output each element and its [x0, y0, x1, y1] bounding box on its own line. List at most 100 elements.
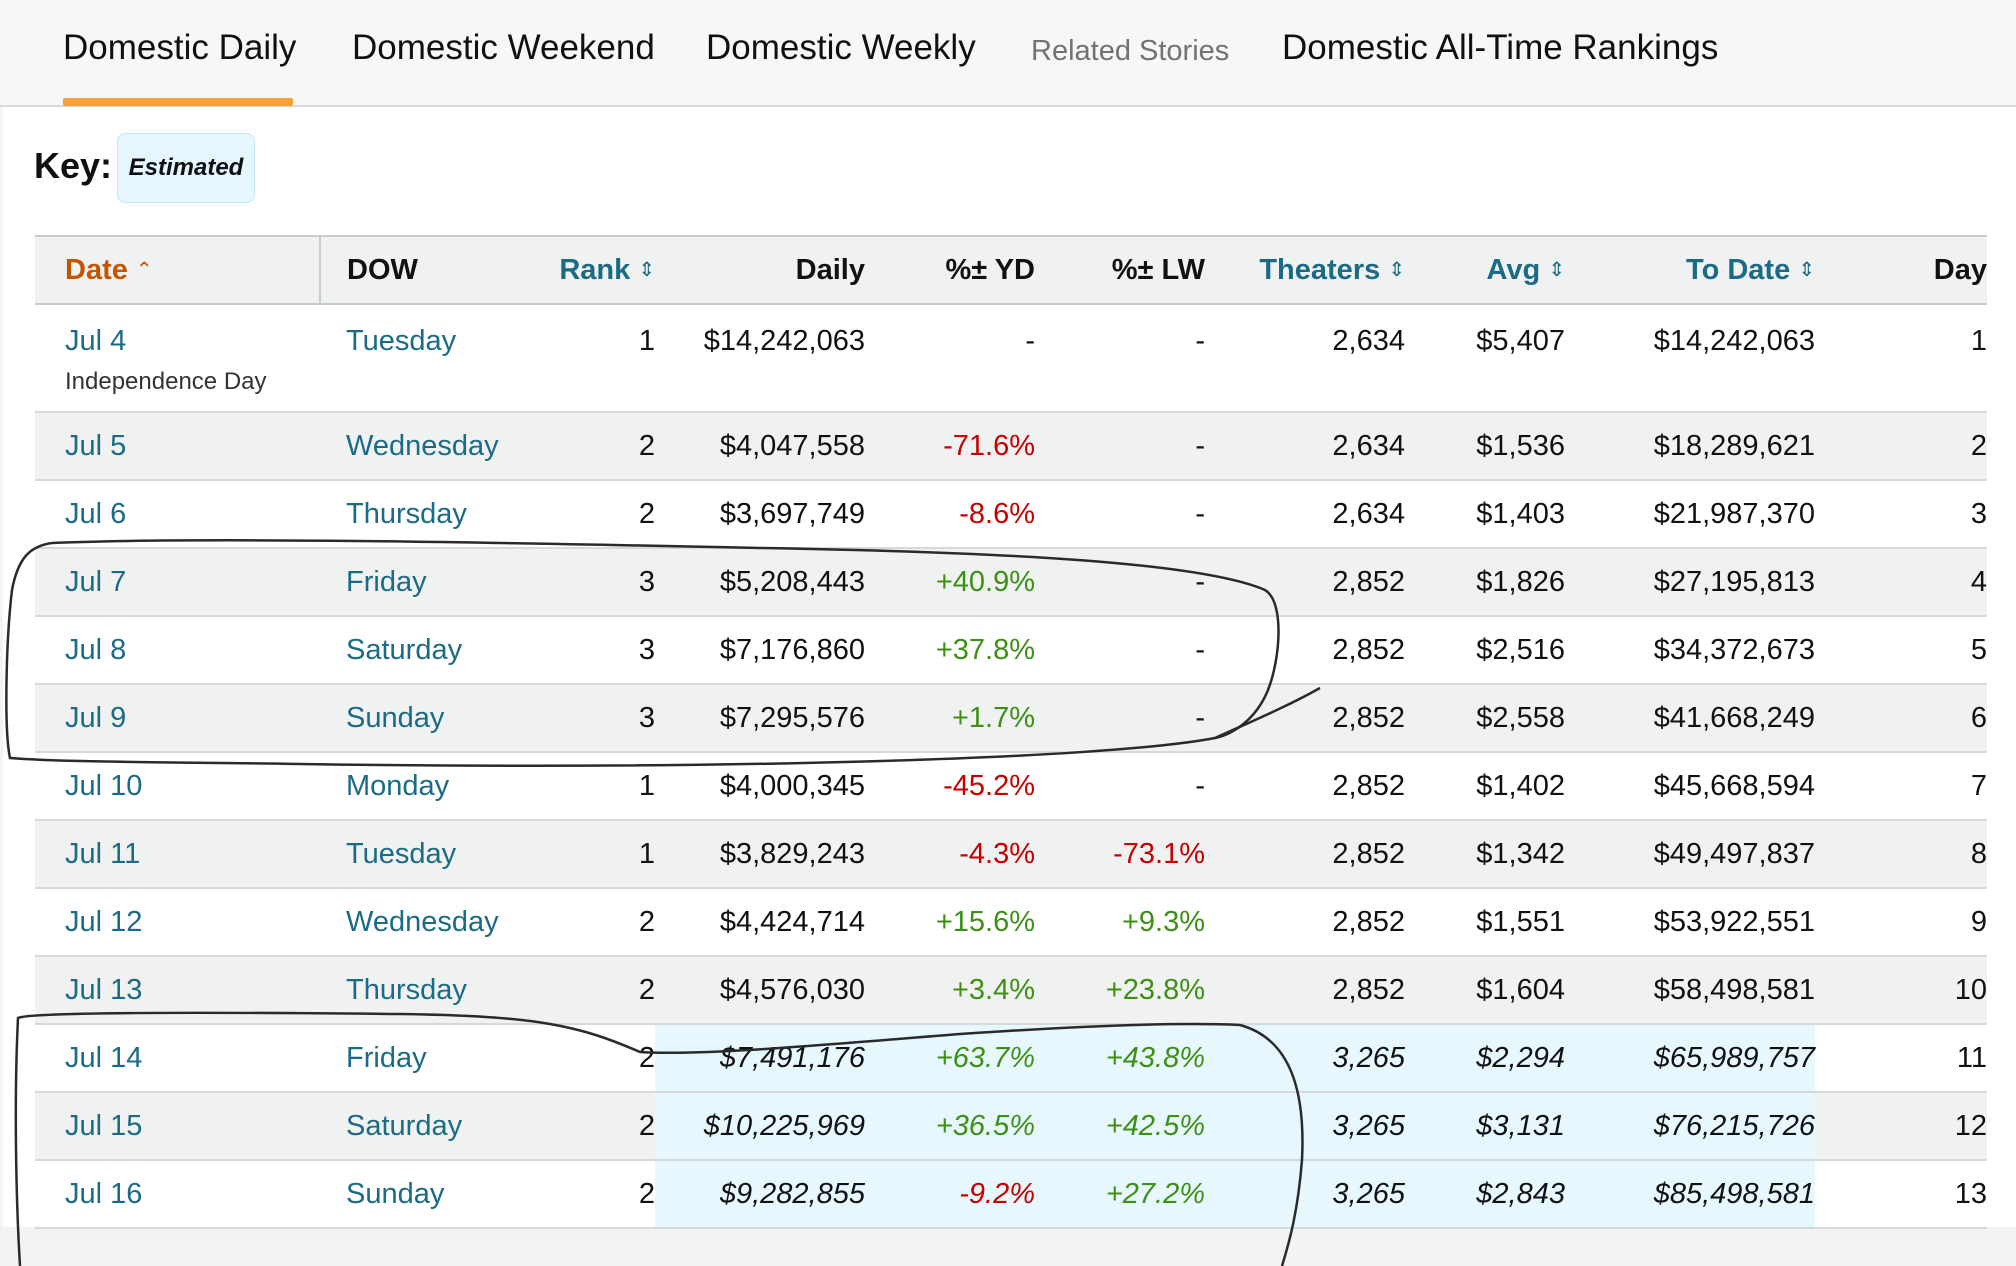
theater-count-cell: 2,634 — [1205, 412, 1405, 480]
daily-gross: $9,282,855 — [719, 1177, 865, 1210]
column-header-avg[interactable]: Avg ⇕ — [1405, 235, 1565, 305]
cumulative-gross-cell: $85,498,581 — [1565, 1160, 1815, 1228]
day-of-week-link[interactable]: Saturday — [346, 1109, 463, 1142]
column-header-date[interactable]: Date ⌃ — [35, 235, 321, 305]
date-link[interactable]: Jul 13 — [65, 973, 143, 1006]
date-link-cell: Jul 10 — [35, 752, 320, 820]
pct-change-yesterday-cell: +3.4% — [865, 956, 1035, 1024]
cumulative-gross-cell: $41,668,249 — [1565, 684, 1815, 752]
rank-value: 2 — [638, 429, 655, 462]
day-of-week-link[interactable]: Friday — [346, 565, 427, 598]
rank-value: 2 — [638, 497, 655, 530]
tab-domestic-weekly[interactable]: Domestic Weekly — [706, 28, 976, 67]
daily-gross-cell: $4,424,714 — [655, 888, 865, 956]
pct-change-last-week-cell: +42.5% — [1035, 1092, 1205, 1160]
pct-change-yesterday-cell: +1.7% — [865, 684, 1035, 752]
pct-change-last-week-cell: - — [1035, 684, 1205, 752]
day-of-week-link[interactable]: Thursday — [346, 497, 467, 530]
day-of-week-link[interactable]: Wednesday — [346, 429, 499, 462]
day-of-week-link[interactable]: Friday — [346, 1041, 427, 1074]
column-header-to-date[interactable]: To Date ⇕ — [1565, 235, 1815, 305]
date-link[interactable]: Jul 10 — [65, 769, 143, 802]
per-theater-average: $2,294 — [1476, 1041, 1565, 1074]
pct-change-yesterday: +37.8% — [935, 633, 1035, 666]
date-link-cell: Jul 9 — [35, 684, 320, 752]
pct-change-yesterday: -9.2% — [959, 1177, 1035, 1210]
cumulative-gross: $14,242,063 — [1653, 325, 1815, 357]
cumulative-gross-cell: $65,989,757 — [1565, 1024, 1815, 1092]
table-row: Jul 5 Wednesday 2 $4,047,558 -71.6% - 2,634 $1,… — [35, 412, 1987, 480]
table-row: Jul 13 Thursday 2 $4,576,030 +3.4% +23.8% 2,85… — [35, 956, 1987, 1024]
key-label: Key: — [34, 145, 113, 186]
tab-domestic-weekend[interactable]: Domestic Weekend — [352, 28, 655, 67]
day-of-week-link[interactable]: Monday — [346, 769, 450, 802]
tab-related-stories[interactable]: Related Stories — [1031, 35, 1230, 67]
rank-value: 2 — [638, 1041, 655, 1074]
cumulative-gross-cell: $58,498,581 — [1565, 956, 1815, 1024]
day-of-week-link[interactable]: Saturday — [346, 633, 463, 666]
day-number-cell: 5 — [1815, 616, 1987, 684]
day-of-week-link[interactable]: Tuesday — [346, 325, 457, 357]
day-of-week-link-cell: Tuesday — [320, 820, 530, 888]
date-link-cell: Jul 5 — [35, 412, 320, 480]
rank-value: 1 — [638, 769, 655, 802]
pct-change-yesterday-cell: +63.7% — [865, 1024, 1035, 1092]
date-link[interactable]: Jul 16 — [65, 1177, 143, 1210]
day-number: 3 — [1970, 497, 1987, 530]
chevron-up-icon: ⌃ — [135, 258, 153, 281]
per-theater-average: $1,402 — [1476, 769, 1565, 802]
sort-updown-icon: ⇕ — [1798, 258, 1815, 281]
day-number: 7 — [1970, 769, 1987, 802]
daily-gross: $3,697,749 — [719, 497, 865, 530]
day-of-week-link-cell: Wednesday — [320, 888, 530, 956]
pct-change-last-week-cell: +27.2% — [1035, 1160, 1205, 1228]
theater-count: 2,852 — [1332, 837, 1405, 870]
theater-count: 2,634 — [1332, 497, 1405, 530]
table-body: Jul 4 Independence Day Tuesday 1 $14,242,063… — [35, 304, 1987, 1228]
theater-count-cell: 3,265 — [1205, 1024, 1405, 1092]
day-of-week-link[interactable]: Sunday — [346, 701, 445, 734]
date-link[interactable]: Jul 5 — [65, 429, 127, 462]
day-of-week-link[interactable]: Tuesday — [346, 837, 457, 870]
date-link-cell: Jul 12 — [35, 888, 320, 956]
tab-domestic-all-time-rankings[interactable]: Domestic All-Time Rankings — [1282, 28, 1719, 67]
daily-gross-cell: $5,208,443 — [655, 548, 865, 616]
date-link[interactable]: Jul 12 — [65, 905, 143, 938]
date-link[interactable]: Jul 11 — [65, 837, 141, 870]
pct-change-yesterday-cell: +40.9% — [865, 548, 1035, 616]
date-link[interactable]: Jul 14 — [65, 1041, 143, 1074]
day-of-week-link[interactable]: Thursday — [346, 973, 467, 1006]
column-header-rank[interactable]: Rank ⇕ — [530, 235, 655, 305]
date-link-cell: Jul 4 Independence Day — [35, 304, 320, 412]
daily-gross: $7,491,176 — [719, 1041, 865, 1074]
day-number-cell: 7 — [1815, 752, 1987, 820]
rank-value: 1 — [638, 837, 655, 870]
per-theater-average: $2,843 — [1476, 1177, 1565, 1210]
pct-change-yesterday-cell: +37.8% — [865, 616, 1035, 684]
rank-value-cell: 2 — [530, 1160, 655, 1228]
daily-gross-cell: $4,576,030 — [655, 956, 865, 1024]
date-link[interactable]: Jul 15 — [65, 1109, 143, 1142]
day-of-week-link[interactable]: Sunday — [346, 1177, 445, 1210]
rank-value: 2 — [638, 905, 655, 938]
date-link[interactable]: Jul 7 — [65, 565, 127, 598]
date-link-cell: Jul 8 — [35, 616, 320, 684]
theater-count-cell: 2,852 — [1205, 616, 1405, 684]
daily-gross-cell: $3,829,243 — [655, 820, 865, 888]
rank-value-cell: 1 — [530, 304, 655, 412]
date-link[interactable]: Jul 9 — [65, 701, 127, 734]
tab-domestic-daily[interactable]: Domestic Daily — [63, 28, 297, 67]
table-row: Jul 11 Tuesday 1 $3,829,243 -4.3% -73.1% 2,852… — [35, 820, 1987, 888]
column-header-theaters[interactable]: Theaters ⇕ — [1205, 235, 1405, 305]
column-header-yd: %± YD — [865, 235, 1035, 305]
day-of-week-link-cell: Monday — [320, 752, 530, 820]
date-link[interactable]: Jul 4 — [65, 325, 127, 357]
date-link[interactable]: Jul 8 — [65, 633, 127, 666]
per-theater-average-cell: $1,604 — [1405, 956, 1565, 1024]
rank-value: 2 — [638, 1109, 655, 1142]
date-link[interactable]: Jul 6 — [65, 497, 127, 530]
estimated-key-badge: Estimated — [117, 133, 255, 203]
table-header-row: Date ⌃ DOW Rank ⇕ Daily %± YD %± LW Theate… — [35, 235, 1987, 305]
table-row: Jul 9 Sunday 3 $7,295,576 +1.7% - 2,852 $2,558 $… — [35, 684, 1987, 752]
day-of-week-link[interactable]: Wednesday — [346, 905, 499, 938]
